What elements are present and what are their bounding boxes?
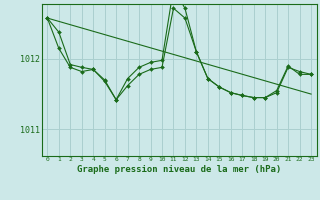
X-axis label: Graphe pression niveau de la mer (hPa): Graphe pression niveau de la mer (hPa) bbox=[77, 165, 281, 174]
